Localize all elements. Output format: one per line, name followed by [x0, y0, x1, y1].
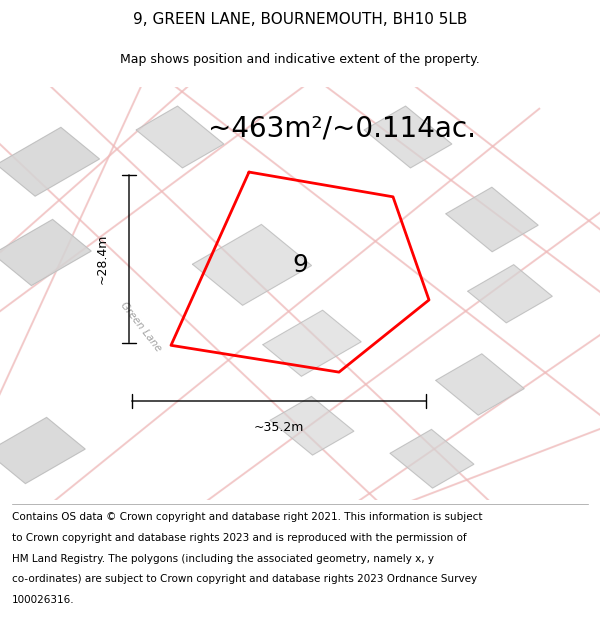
Polygon shape: [0, 127, 100, 196]
Text: 9, GREEN LANE, BOURNEMOUTH, BH10 5LB: 9, GREEN LANE, BOURNEMOUTH, BH10 5LB: [133, 12, 467, 27]
Text: ~28.4m: ~28.4m: [95, 234, 109, 284]
Text: Contains OS data © Crown copyright and database right 2021. This information is : Contains OS data © Crown copyright and d…: [12, 512, 482, 522]
Polygon shape: [364, 106, 452, 168]
Text: ~35.2m: ~35.2m: [254, 421, 304, 434]
Polygon shape: [0, 219, 91, 286]
Text: ~463m²/~0.114ac.: ~463m²/~0.114ac.: [208, 115, 476, 142]
Polygon shape: [436, 354, 524, 415]
Polygon shape: [0, 418, 85, 484]
Text: to Crown copyright and database rights 2023 and is reproduced with the permissio: to Crown copyright and database rights 2…: [12, 533, 467, 543]
Polygon shape: [263, 310, 361, 376]
Polygon shape: [468, 265, 552, 322]
Text: 100026316.: 100026316.: [12, 595, 74, 605]
Polygon shape: [390, 429, 474, 488]
Polygon shape: [193, 224, 311, 305]
Text: HM Land Registry. The polygons (including the associated geometry, namely x, y: HM Land Registry. The polygons (includin…: [12, 554, 434, 564]
Text: Green Lane: Green Lane: [119, 300, 163, 354]
Text: co-ordinates) are subject to Crown copyright and database rights 2023 Ordnance S: co-ordinates) are subject to Crown copyr…: [12, 574, 477, 584]
Text: 9: 9: [292, 253, 308, 277]
Text: Map shows position and indicative extent of the property.: Map shows position and indicative extent…: [120, 53, 480, 66]
Polygon shape: [136, 106, 224, 168]
Polygon shape: [270, 396, 354, 455]
Polygon shape: [446, 188, 538, 252]
